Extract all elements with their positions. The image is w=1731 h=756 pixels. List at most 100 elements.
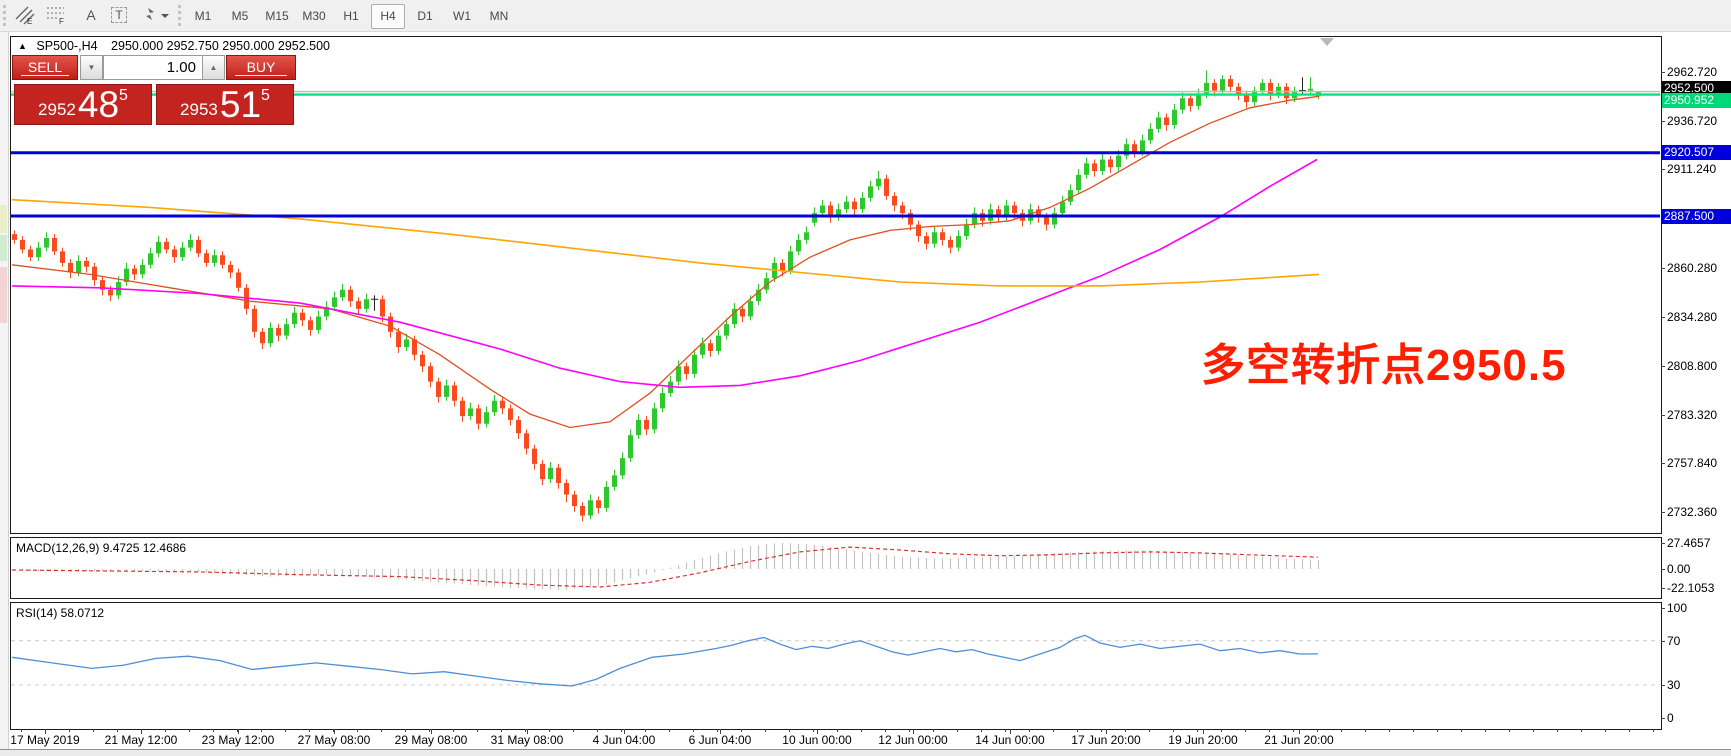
price-axis-label: 2860.280 <box>1660 261 1718 275</box>
buy-price-display[interactable]: 2953 51 5 <box>156 84 294 125</box>
rsi-pane[interactable] <box>10 602 1662 730</box>
collapse-arrow-icon[interactable]: ▲ <box>18 41 27 51</box>
time-axis-minor-tick <box>117 729 118 732</box>
sell-price-small: 2952 <box>38 100 76 119</box>
time-axis-tick <box>1106 729 1107 734</box>
strip-segment <box>0 205 7 233</box>
sell-button[interactable]: SELL <box>12 55 78 80</box>
timeframe-button-m15[interactable]: M15 <box>265 9 289 23</box>
time-axis-minor-tick <box>1509 729 1510 732</box>
bottom-bar <box>0 749 1731 756</box>
time-axis-minor-tick <box>1581 729 1582 732</box>
time-axis-minor-tick <box>885 729 886 732</box>
time-axis-tick <box>1010 729 1011 734</box>
time-axis-tick <box>238 729 239 734</box>
timeframe-button-w1[interactable]: W1 <box>453 9 471 23</box>
time-axis-minor-tick <box>237 729 238 732</box>
time-axis-minor-tick <box>189 729 190 732</box>
arrow-tools-icon[interactable] <box>140 3 174 27</box>
macd-pane[interactable] <box>10 537 1662 599</box>
time-axis-minor-tick <box>741 729 742 732</box>
text-label-icon[interactable]: A <box>86 7 96 23</box>
time-axis-minor-tick <box>1197 729 1198 732</box>
volume-decrease-button[interactable]: ▼ <box>80 55 103 80</box>
time-axis-label: 21 May 12:00 <box>104 733 178 747</box>
time-axis-minor-tick <box>765 729 766 732</box>
text-box-glyph: T <box>111 7 127 23</box>
price-level-badge: 2952.500 <box>1662 81 1731 96</box>
time-axis-minor-tick <box>813 729 814 732</box>
price-axis-label: 2834.280 <box>1660 310 1718 324</box>
time-axis-minor-tick <box>381 729 382 732</box>
time-axis-label: 17 May 2019 <box>10 733 80 747</box>
time-axis-label: 21 Jun 20:00 <box>1264 733 1334 747</box>
timeframe-button-d1[interactable]: D1 <box>417 9 433 23</box>
time-axis-label: 17 Jun 20:00 <box>1071 733 1141 747</box>
timeframe-button-m5[interactable]: M5 <box>231 9 249 23</box>
arrows-glyph <box>146 8 169 20</box>
time-axis-minor-tick <box>1653 729 1654 732</box>
volume-increase-button[interactable]: ▲ <box>202 55 225 80</box>
time-axis-minor-tick <box>1269 729 1270 732</box>
time-axis-minor-tick <box>525 729 526 732</box>
time-axis-minor-tick <box>909 729 910 732</box>
price-level-badge: 2920.507 <box>1662 145 1731 160</box>
time-axis-minor-tick <box>1221 729 1222 732</box>
rsi-label: RSI(14) 58.0712 <box>16 606 105 620</box>
time-axis-label: 14 Jun 00:00 <box>975 733 1045 747</box>
timeframe-bar: M1 M5 M15 M30 H1 H4 D1 W1 MN <box>186 4 516 29</box>
macd-axis-label: 0.00 <box>1660 562 1691 576</box>
timeframe-button-h4[interactable]: H4 <box>371 4 405 29</box>
time-axis-minor-tick <box>477 729 478 732</box>
left-panel-edge[interactable] <box>0 31 9 755</box>
time-axis-minor-tick <box>717 729 718 732</box>
sell-price-display[interactable]: 2952 48 5 <box>14 84 152 125</box>
timeframe-button-m30[interactable]: M30 <box>302 9 326 23</box>
spin-down-icon: ▼ <box>87 63 96 72</box>
channel-glyph: E <box>15 6 35 25</box>
buy-button-label: BUY <box>246 59 276 75</box>
text-box-icon[interactable]: T <box>106 3 132 27</box>
time-axis-minor-tick <box>1413 729 1414 732</box>
time-axis-minor-tick <box>261 729 262 732</box>
sell-price-big: 48 <box>77 84 120 125</box>
toolbar-grip-2[interactable] <box>178 5 184 26</box>
fibo-glyph: F <box>47 7 64 25</box>
macd-axis-label: 27.4657 <box>1660 536 1711 550</box>
time-axis-minor-tick <box>309 729 310 732</box>
time-axis-minor-tick <box>285 729 286 732</box>
time-axis-minor-tick <box>1557 729 1558 732</box>
sell-price-sup: 5 <box>119 87 128 104</box>
fibonacci-retracement-icon[interactable]: F <box>44 3 70 27</box>
time-axis-minor-tick <box>621 729 622 732</box>
time-axis-tick <box>720 729 721 734</box>
macd-label: MACD(12,26,9) 9.4725 12.4686 <box>16 541 187 555</box>
chart-shift-marker[interactable] <box>1320 38 1334 46</box>
svg-text:E: E <box>27 17 32 25</box>
toolbar-grip[interactable] <box>3 5 9 26</box>
time-axis-minor-tick <box>141 729 142 732</box>
time-axis-minor-tick <box>1317 729 1318 732</box>
time-axis-minor-tick <box>1629 729 1630 732</box>
spin-up-icon: ▲ <box>209 63 218 72</box>
time-axis-label: 27 May 08:00 <box>297 733 371 747</box>
buy-price-big: 51 <box>219 84 262 125</box>
top-toolbar: E F A T M1 M5 M15 M30 H1 H4 D1 W1 MN <box>0 0 1731 32</box>
time-axis-minor-tick <box>1149 729 1150 732</box>
time-axis-minor-tick <box>1029 729 1030 732</box>
price-axis-label: 2936.720 <box>1660 114 1718 128</box>
timeframe-button-m1[interactable]: M1 <box>194 9 212 23</box>
time-axis-minor-tick <box>549 729 550 732</box>
timeframe-button-h1[interactable]: H1 <box>343 9 359 23</box>
volume-input[interactable]: 1.00 <box>103 55 203 80</box>
rsi-axis-label: 70 <box>1660 634 1681 648</box>
timeframe-button-mn[interactable]: MN <box>489 9 509 23</box>
time-axis-minor-tick <box>597 729 598 732</box>
price-axis-label: 2808.800 <box>1660 359 1718 373</box>
buy-button[interactable]: BUY <box>226 55 296 80</box>
equidistant-channel-icon[interactable]: E <box>12 3 38 27</box>
time-axis-minor-tick <box>1173 729 1174 732</box>
time-axis-minor-tick <box>1245 729 1246 732</box>
one-click-trading-panel: SELL ▼ 1.00 ▲ BUY 2952 48 5 2953 51 5 <box>12 55 296 125</box>
time-axis-minor-tick <box>165 729 166 732</box>
